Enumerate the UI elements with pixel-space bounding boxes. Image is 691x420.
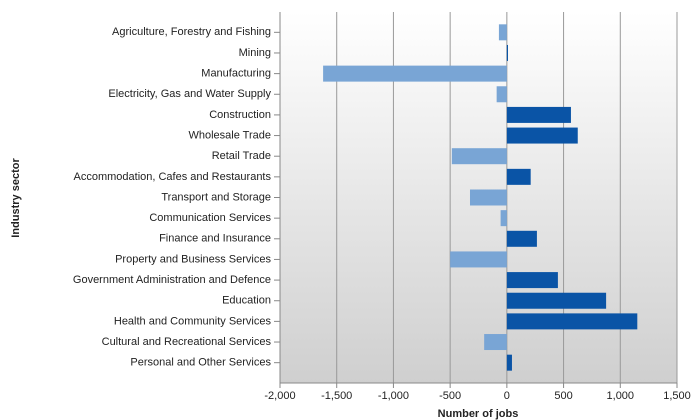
bar bbox=[496, 86, 507, 103]
y-tick-label: Mining bbox=[239, 47, 271, 59]
bar bbox=[506, 292, 607, 309]
y-tick-label: Retail Trade bbox=[212, 150, 271, 162]
bar bbox=[506, 272, 558, 289]
y-tick-label: Property and Business Services bbox=[115, 253, 271, 265]
y-tick-label: Transport and Storage bbox=[161, 191, 271, 203]
bar bbox=[506, 230, 537, 247]
bar bbox=[469, 189, 507, 206]
x-tick-label: -500 bbox=[439, 390, 461, 402]
x-tick-label: 500 bbox=[554, 390, 572, 402]
bar bbox=[506, 127, 578, 144]
y-tick-label: Manufacturing bbox=[201, 68, 271, 80]
y-tick-label: Health and Community Services bbox=[114, 315, 272, 327]
y-tick-label: Wholesale Trade bbox=[188, 129, 271, 141]
x-tick-label: -1,500 bbox=[321, 390, 352, 402]
x-tick-label: 0 bbox=[504, 390, 510, 402]
bar bbox=[484, 334, 507, 351]
bar bbox=[323, 65, 507, 82]
bar bbox=[498, 24, 507, 41]
bar bbox=[506, 44, 508, 61]
bar bbox=[506, 354, 512, 371]
y-tick-label: Electricity, Gas and Water Supply bbox=[108, 88, 271, 100]
y-tick-label: Communication Services bbox=[149, 212, 271, 224]
x-tick-label: -1,000 bbox=[378, 390, 409, 402]
y-tick-label: Government Administration and Defence bbox=[73, 274, 271, 286]
y-tick-label: Education bbox=[222, 295, 271, 307]
x-tick-label: 1,000 bbox=[607, 390, 635, 402]
bar bbox=[506, 313, 638, 330]
y-tick-label: Personal and Other Services bbox=[130, 357, 271, 369]
bar bbox=[500, 210, 507, 227]
bar bbox=[450, 251, 507, 268]
y-tick-label: Finance and Insurance bbox=[159, 233, 271, 245]
x-axis-title: Number of jobs bbox=[438, 408, 519, 420]
y-tick-label: Cultural and Recreational Services bbox=[102, 336, 272, 348]
bar bbox=[451, 148, 507, 165]
y-axis-title: Industry sector bbox=[10, 158, 22, 238]
y-tick-label: Accommodation, Cafes and Restaurants bbox=[74, 171, 272, 183]
y-tick-label: Construction bbox=[209, 109, 271, 121]
x-tick-label: 1,500 bbox=[663, 390, 691, 402]
bar bbox=[506, 168, 531, 185]
x-tick-label: -2,000 bbox=[264, 390, 295, 402]
y-tick-label: Agriculture, Forestry and Fishing bbox=[112, 26, 271, 38]
bar bbox=[506, 106, 571, 123]
